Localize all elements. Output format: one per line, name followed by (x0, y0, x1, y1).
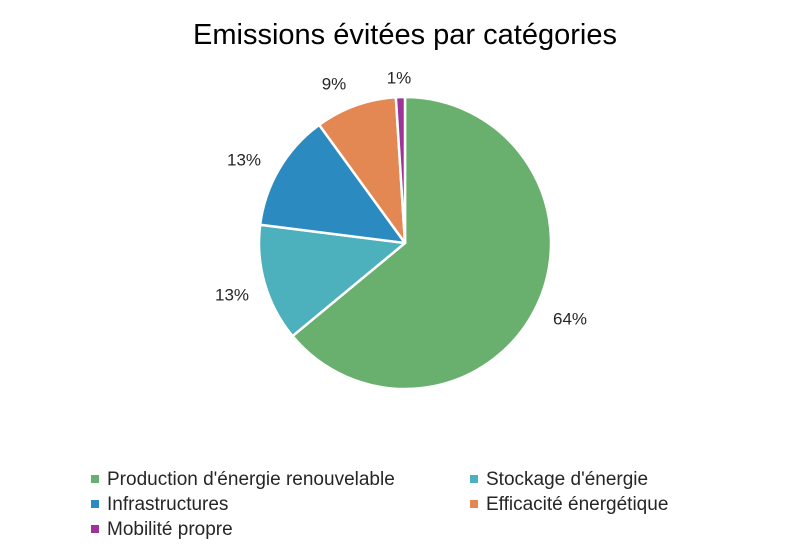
pie-slice-5 (394, 95, 407, 245)
pie-slice-2 (257, 223, 407, 338)
legend-label-4: Efficacité énergétique (486, 494, 668, 515)
legend-label-3: Infrastructures (107, 494, 228, 515)
legend-item-4: Efficacité énergétique (470, 494, 668, 515)
pie-slice-1 (291, 95, 553, 391)
legend-swatch-5 (91, 525, 99, 533)
legend-item-3: Infrastructures (91, 494, 228, 515)
legend-item-5: Mobilité propre (91, 519, 233, 540)
pie-slice-4 (317, 96, 407, 245)
pie-data-labels: 64% 13% 13% 9% 1% (215, 68, 587, 328)
legend-label-2: Stockage d'énergie (486, 469, 648, 490)
data-label-2: 13% (215, 285, 249, 304)
chart-legend: Production d'énergie renouvelable Stockag… (91, 469, 668, 540)
pie-slice-3 (258, 123, 407, 245)
data-label-3: 13% (227, 150, 261, 169)
legend-swatch-1 (91, 475, 99, 483)
legend-swatch-4 (470, 500, 478, 508)
pie-slices (257, 95, 553, 391)
legend-label-5: Mobilité propre (107, 519, 233, 540)
chart-title: Emissions évitées par catégories (193, 19, 617, 51)
data-label-5: 1% (387, 68, 412, 87)
legend-swatch-2 (470, 475, 478, 483)
legend-item-1: Production d'énergie renouvelable (91, 469, 395, 490)
legend-label-1: Production d'énergie renouvelable (107, 469, 395, 490)
legend-swatch-3 (91, 500, 99, 508)
data-label-1: 64% (553, 309, 587, 328)
legend-item-2: Stockage d'énergie (470, 469, 648, 490)
data-label-4: 9% (322, 74, 347, 93)
